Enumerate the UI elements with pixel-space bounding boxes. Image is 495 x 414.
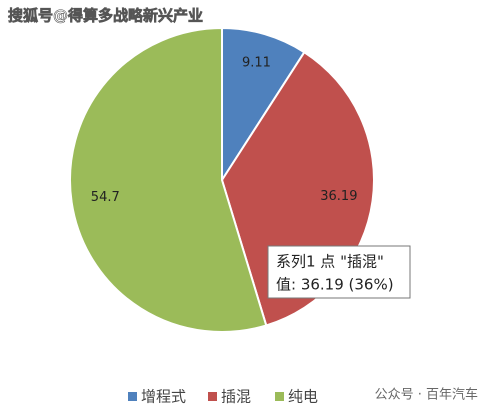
data-label: 36.19: [320, 189, 357, 204]
legend-label: 纯电: [288, 388, 318, 406]
slice: [221, 26, 306, 184]
tooltip: 系列1 点 "插混" 值: 36.19 (36%): [267, 245, 411, 299]
tooltip-value: 值: 36.19 (36%): [276, 276, 394, 294]
legend-swatch: [275, 392, 284, 401]
legend: 增程式 插混 纯电: [128, 388, 318, 406]
tooltip-box: [267, 245, 411, 299]
legend-label: 增程式: [141, 388, 186, 406]
legend-swatch: [208, 392, 217, 401]
footer-watermark: 公众号 · 百年汽车: [375, 387, 478, 403]
legend-label: 插混: [221, 388, 251, 406]
slice: [69, 26, 268, 333]
data-label: 9.11: [242, 55, 271, 70]
watermark: 搜狐号@得算多战略新兴产业: [8, 7, 203, 25]
data-label: 54.7: [91, 190, 120, 205]
legend-swatch: [128, 392, 137, 401]
tooltip-title: 系列1 点 "插混": [276, 253, 384, 271]
